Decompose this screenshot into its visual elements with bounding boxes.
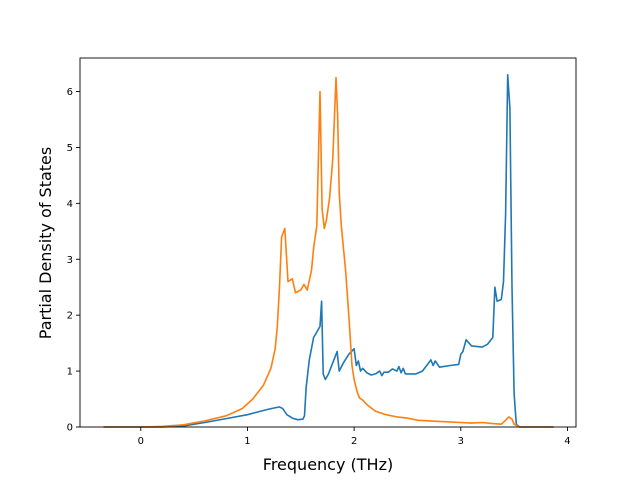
- x-tick-label: 0: [138, 436, 144, 447]
- y-axis-label: Partial Density of States: [36, 147, 55, 339]
- series-layer: [103, 74, 554, 428]
- y-tick-label: 3: [67, 255, 73, 266]
- x-axis-label: Frequency (THz): [263, 455, 393, 474]
- x-tick-label: 4: [564, 436, 570, 447]
- series-line-2: [103, 76, 554, 428]
- y-tick-label: 0: [67, 423, 73, 434]
- series-line-1: [103, 74, 554, 428]
- x-tick-label: 1: [244, 436, 250, 447]
- x-tick-label: 3: [458, 436, 464, 447]
- plot-frame: [79, 57, 577, 428]
- y-tick-label: 5: [67, 143, 73, 154]
- y-tick-label: 2: [67, 311, 73, 322]
- y-tick-label: 6: [67, 87, 73, 98]
- y-tick-label: 1: [67, 367, 73, 378]
- axes-layer: 0 1 2 3 4 0 1 2 3 4 5 6: [67, 57, 577, 447]
- x-tick-label: 2: [351, 436, 357, 447]
- y-tick-label: 4: [67, 199, 73, 210]
